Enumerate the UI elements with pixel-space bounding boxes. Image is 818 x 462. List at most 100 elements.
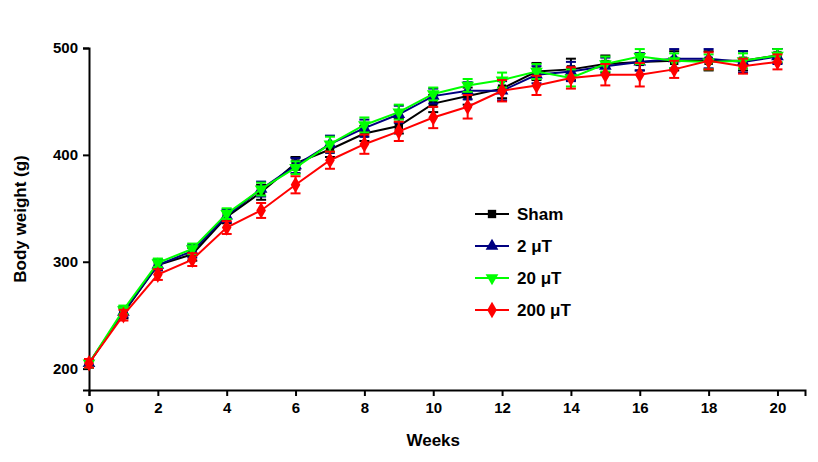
series (84, 48, 782, 368)
x-tick-mark (433, 390, 435, 396)
error-bar-cap (463, 94, 473, 96)
x-tick-label: 14 (563, 399, 580, 416)
y-tick: 400 (53, 146, 89, 163)
x-tick: 20 (770, 390, 787, 416)
error-bar (600, 64, 610, 85)
legend-marker (487, 302, 497, 319)
y-tick: 500 (53, 39, 89, 56)
legend-entry: 2 μT (475, 237, 553, 256)
legend-marker (488, 210, 496, 218)
data-area (83, 48, 784, 372)
error-bar-cap (256, 181, 266, 183)
marker (704, 53, 714, 70)
error-bar-cap (394, 121, 404, 123)
y-axis-title: Body weight (g) (11, 155, 30, 282)
error-bar-cap (532, 94, 542, 96)
marker (497, 82, 507, 99)
error-bar-cap (428, 106, 438, 108)
error-bar-cap (497, 72, 507, 74)
error-bar (566, 67, 576, 88)
x-axis-line (90, 391, 806, 397)
error-bar-cap (704, 69, 714, 71)
x-tick: 0 (85, 390, 93, 416)
error-bar-cap (291, 160, 301, 162)
error-bar (704, 51, 714, 70)
error-bar-cap (635, 62, 645, 64)
y-tick-mark (83, 48, 89, 50)
error-bar-cap (428, 103, 438, 105)
marker (256, 202, 266, 219)
x-tick: 14 (563, 390, 580, 416)
x-tick-label: 16 (632, 399, 649, 416)
error-bar-cap (325, 135, 335, 137)
x-tick-label: 10 (425, 399, 442, 416)
y-axis-line (83, 49, 90, 391)
y-tick-label: 200 (53, 360, 78, 377)
error-bar (635, 63, 645, 87)
error-bar (532, 76, 542, 95)
marker (222, 219, 232, 236)
error-bar-cap (566, 61, 576, 63)
error-bar-cap (222, 207, 232, 209)
legend-label: 2 μT (517, 237, 553, 256)
x-tick: 2 (154, 390, 162, 416)
x-tick-mark (157, 390, 159, 396)
x-tick: 16 (632, 390, 649, 416)
y-axis: 200300400500 (53, 39, 90, 390)
x-tick: 10 (425, 390, 442, 416)
error-bar (256, 203, 266, 218)
error-bar-cap (428, 127, 438, 129)
error-bar (669, 61, 679, 78)
x-tick: 4 (223, 390, 232, 416)
error-bar-cap (772, 48, 782, 50)
error-bar (704, 52, 714, 69)
error-bar-cap (463, 118, 473, 120)
error-bar-cap (532, 63, 542, 65)
marker (392, 108, 405, 119)
error-bar (704, 49, 714, 68)
x-tick: 12 (494, 390, 511, 416)
error-bar-cap (669, 48, 679, 50)
legend-marker (486, 274, 499, 285)
legend-entry: 20 μT (475, 269, 562, 288)
x-tick: 8 (361, 390, 369, 416)
error-bar-cap (359, 134, 369, 136)
error-bar (291, 176, 301, 193)
error-bar-cap (772, 48, 782, 50)
marker (461, 82, 474, 93)
y-tick-mark (83, 261, 89, 263)
y-tick-label: 500 (53, 39, 78, 56)
marker (324, 141, 337, 152)
error-bar-cap (772, 48, 782, 49)
legend-label: Sham (517, 205, 563, 224)
marker (773, 54, 783, 71)
legend-label: 20 μT (517, 269, 562, 288)
error-bar-cap (738, 50, 748, 52)
error-bar (772, 54, 782, 69)
series-line (89, 55, 777, 363)
error-bar (463, 95, 473, 119)
marker (360, 136, 370, 153)
x-tick-label: 4 (223, 399, 232, 416)
marker (291, 176, 301, 193)
error-bar-cap (600, 54, 610, 56)
marker (635, 66, 645, 83)
x-tick-mark (777, 390, 779, 396)
x-tick-mark (364, 390, 366, 396)
marker (289, 164, 302, 175)
marker (601, 66, 611, 83)
marker (153, 266, 163, 283)
x-tick-label: 2 (154, 399, 162, 416)
error-bar-cap (497, 79, 507, 81)
error-bar-cap (738, 50, 748, 52)
y-tick: 200 (53, 360, 89, 377)
error-bar-cap (291, 156, 301, 158)
x-tick-mark (226, 390, 228, 396)
series-line (89, 55, 777, 363)
error-bar-cap (635, 48, 645, 50)
x-tick-mark (570, 390, 572, 396)
marker (738, 58, 748, 75)
error-bar-cap (704, 48, 714, 50)
error-bar-cap (325, 136, 335, 138)
y-tick-mark (83, 154, 89, 156)
